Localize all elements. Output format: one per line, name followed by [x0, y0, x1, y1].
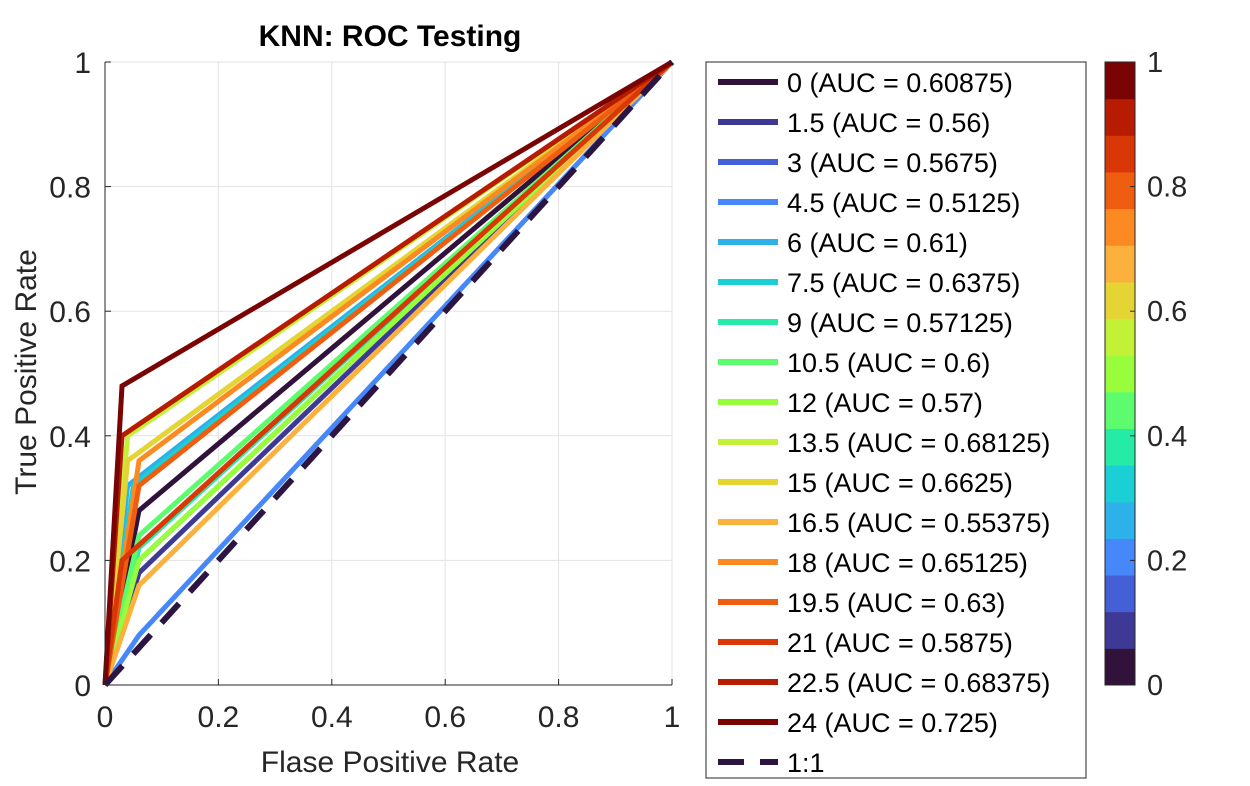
colorbar: 0 0.2 0.4 0.6 0.8 1 — [1104, 47, 1187, 702]
x-axis-label: Flase Positive Rate — [261, 746, 519, 779]
legend-entry-label: 12 (AUC = 0.57) — [787, 388, 983, 418]
colorbar-tick-label: 0.8 — [1147, 172, 1187, 204]
colorbar-tick-label: 0.4 — [1147, 421, 1187, 453]
colorbar-segment — [1105, 318, 1135, 356]
legend-entry-label: 4.5 (AUC = 0.5125) — [787, 188, 1020, 218]
legend-entry-label: 6 (AUC = 0.61) — [787, 228, 968, 258]
colorbar-segment — [1105, 391, 1135, 429]
colorbar-segment — [1105, 648, 1135, 686]
y-tick-label: 0.2 — [49, 545, 91, 578]
axes: 0 0.2 0.4 0.6 0.8 1 0 0.2 0.4 0.6 0.8 1 — [49, 47, 680, 734]
x-tick-label: 0.8 — [538, 701, 580, 734]
colorbar-segment — [1105, 501, 1135, 539]
reference-line — [102, 59, 675, 688]
series-line-11 — [102, 60, 674, 686]
y-axis-label: True Positive Rate — [10, 249, 43, 495]
colorbar-segment — [1105, 245, 1135, 283]
y-tick-label: 0.6 — [49, 296, 91, 329]
colorbar-tick-label: 0.6 — [1147, 296, 1187, 328]
colorbar-frame — [1104, 61, 1136, 686]
legend-entry-label: 1.5 (AUC = 0.56) — [787, 108, 990, 138]
x-tick-label: 0.4 — [311, 701, 353, 734]
x-tick-label: 0.2 — [198, 701, 240, 734]
series-line-8 — [102, 60, 674, 686]
colorbar-segment — [1105, 62, 1135, 100]
colorbar-segment — [1105, 465, 1135, 503]
legend-entry-label: 18 (AUC = 0.65125) — [787, 548, 1028, 578]
colorbar-tick-label: 0 — [1147, 670, 1163, 702]
series-lines — [102, 59, 675, 688]
legend-entry-label: 9 (AUC = 0.57125) — [787, 308, 1013, 338]
colorbar-segment — [1105, 208, 1135, 246]
legend-entry-label: 13.5 (AUC = 0.68125) — [787, 428, 1050, 458]
legend-entry-label: 15 (AUC = 0.6625) — [787, 468, 1013, 498]
colorbar-segment — [1105, 355, 1135, 393]
legend-entry-label: 24 (AUC = 0.725) — [787, 708, 998, 738]
legend: 0 (AUC = 0.60875) 1.5 (AUC = 0.56) 3 (AUC … — [705, 61, 1087, 779]
colorbar-segment — [1105, 538, 1135, 576]
y-tick-label: 0.4 — [49, 421, 91, 454]
colorbar-tick-label: 1 — [1147, 47, 1163, 79]
chart-title: KNN: ROC Testing — [259, 20, 522, 53]
y-tick-label: 0.8 — [49, 172, 91, 205]
colorbar-segment — [1105, 428, 1135, 466]
legend-entry-label: 10.5 (AUC = 0.6) — [787, 348, 990, 378]
colorbar-segment — [1105, 135, 1135, 173]
colorbar-segment — [1105, 98, 1135, 136]
legend-entry-label: 0 (AUC = 0.60875) — [787, 68, 1013, 98]
colorbar-segment — [1105, 611, 1135, 649]
colorbar-segment — [1105, 281, 1135, 320]
y-tick-label: 0 — [74, 670, 91, 703]
legend-entry-label: 16.5 (AUC = 0.55375) — [787, 508, 1050, 538]
legend-entry-label: 3 (AUC = 0.5675) — [787, 148, 998, 178]
colorbar-segment — [1105, 575, 1135, 613]
colorbar-tick-label: 0.2 — [1147, 545, 1187, 577]
y-tick-label: 1 — [74, 47, 91, 80]
legend-entry-label: 22.5 (AUC = 0.68375) — [787, 668, 1050, 698]
legend-entry-label: 7.5 (AUC = 0.6375) — [787, 268, 1020, 298]
series-line-16 — [102, 59, 674, 686]
x-tick-label: 0 — [97, 701, 114, 734]
colorbar-segment — [1105, 171, 1135, 210]
legend-entry-label: 21 (AUC = 0.5875) — [787, 628, 1013, 658]
legend-entry-label: 19.5 (AUC = 0.63) — [787, 588, 1005, 618]
x-tick-label: 0.6 — [424, 701, 466, 734]
x-tick-label: 1 — [664, 701, 681, 734]
series-line-14 — [102, 60, 674, 686]
legend-box — [705, 61, 1087, 779]
legend-entry-label: 1:1 — [787, 748, 825, 778]
